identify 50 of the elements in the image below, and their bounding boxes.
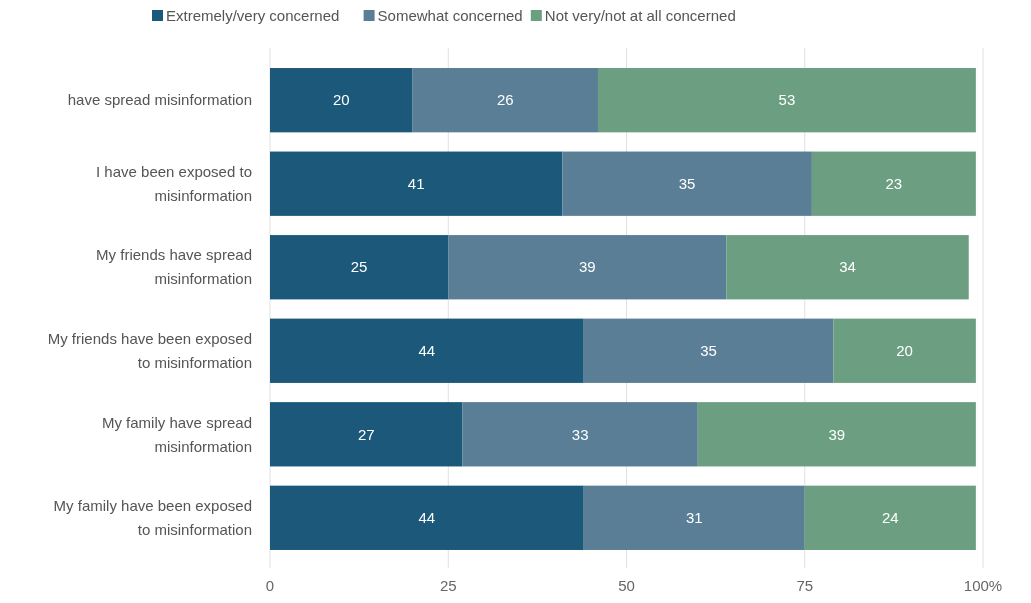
bar: [811, 151, 976, 216]
data-label: 20: [332, 91, 350, 109]
data-label: 44: [418, 509, 436, 527]
data-label: 39: [828, 425, 846, 443]
bar: [270, 318, 584, 383]
y-tick-label: My friends have spread misinformation: [96, 246, 252, 288]
data-label: 26: [496, 91, 514, 109]
bar: [448, 235, 727, 300]
data-label: 44: [418, 342, 436, 360]
data-label: 20: [896, 342, 913, 360]
bar: [597, 68, 976, 133]
data-label: 25: [350, 258, 368, 276]
bar: [697, 402, 976, 467]
bar: [270, 151, 563, 216]
legend-label: Not very/not at all concerned: [544, 7, 736, 25]
y-tick-label: My family have spread misinformation: [101, 413, 252, 455]
bar: [270, 68, 413, 133]
bar: [462, 402, 698, 467]
data-label: 41: [407, 174, 425, 192]
data-label: 35: [678, 174, 696, 192]
x-tick-label: 75: [796, 577, 814, 594]
bar: [562, 151, 812, 216]
data-label: 34: [839, 258, 856, 276]
data-label: 23: [885, 174, 903, 192]
bar: [583, 318, 834, 383]
bar: [833, 318, 976, 383]
y-tick-label: have spread misinformation: [67, 91, 252, 109]
bar: [270, 235, 449, 300]
data-label: 24: [881, 509, 899, 527]
bar: [583, 485, 805, 550]
bar: [804, 485, 976, 550]
data-label: 53: [778, 91, 796, 109]
legend-label: Somewhat concerned: [377, 7, 523, 25]
x-tick-label: 25: [439, 577, 457, 594]
y-tick-label: My friends have been exposed to misinformation: [47, 330, 252, 372]
y-tick-label: My family have been exposed to misinformation: [53, 497, 252, 539]
data-label: 33: [571, 425, 589, 443]
y-tick-label: I have been exposed to misinformation: [96, 162, 252, 204]
data-label: 39: [578, 258, 596, 276]
x-tick-label: 100%: [963, 577, 1003, 594]
bar: [270, 402, 463, 467]
data-label: 31: [685, 509, 703, 527]
bar: [412, 68, 598, 133]
data-label: 27: [357, 425, 375, 443]
x-tick-label: 0: [265, 577, 275, 594]
legend-label: Extremely/very concerned: [166, 7, 340, 25]
bar: [270, 485, 584, 550]
x-tick-label: 50: [618, 577, 635, 594]
data-label: 35: [700, 342, 717, 360]
bar: [726, 235, 969, 300]
